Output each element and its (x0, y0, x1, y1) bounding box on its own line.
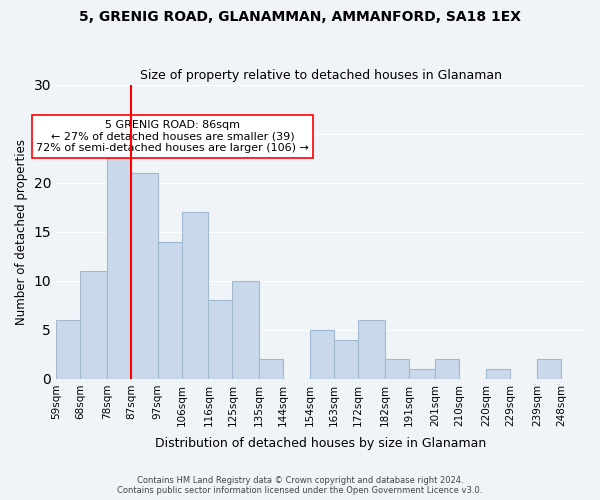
Bar (107, 134, 131, 379)
Bar (56, 320, 80, 379)
X-axis label: Distribution of detached houses by size in Glanaman: Distribution of detached houses by size … (155, 437, 486, 450)
Bar (385, 360, 409, 379)
Bar (486, 369, 510, 379)
Title: Size of property relative to detached houses in Glanaman: Size of property relative to detached ho… (140, 69, 502, 82)
Bar (80, 271, 107, 379)
Bar (537, 360, 561, 379)
Bar (358, 320, 385, 379)
Bar (232, 281, 259, 379)
Bar (158, 242, 182, 379)
Bar (182, 212, 208, 379)
Bar (208, 300, 232, 379)
Bar (310, 330, 334, 379)
Bar (334, 340, 358, 379)
Text: 5, GRENIG ROAD, GLANAMMAN, AMMANFORD, SA18 1EX: 5, GRENIG ROAD, GLANAMMAN, AMMANFORD, SA… (79, 10, 521, 24)
Bar (436, 360, 460, 379)
Bar (131, 173, 158, 379)
Y-axis label: Number of detached properties: Number of detached properties (15, 138, 28, 324)
Text: Contains HM Land Registry data © Crown copyright and database right 2024.
Contai: Contains HM Land Registry data © Crown c… (118, 476, 482, 495)
Bar (409, 369, 436, 379)
Bar (259, 360, 283, 379)
Text: 5 GRENIG ROAD: 86sqm
← 27% of detached houses are smaller (39)
72% of semi-detac: 5 GRENIG ROAD: 86sqm ← 27% of detached h… (36, 120, 309, 153)
